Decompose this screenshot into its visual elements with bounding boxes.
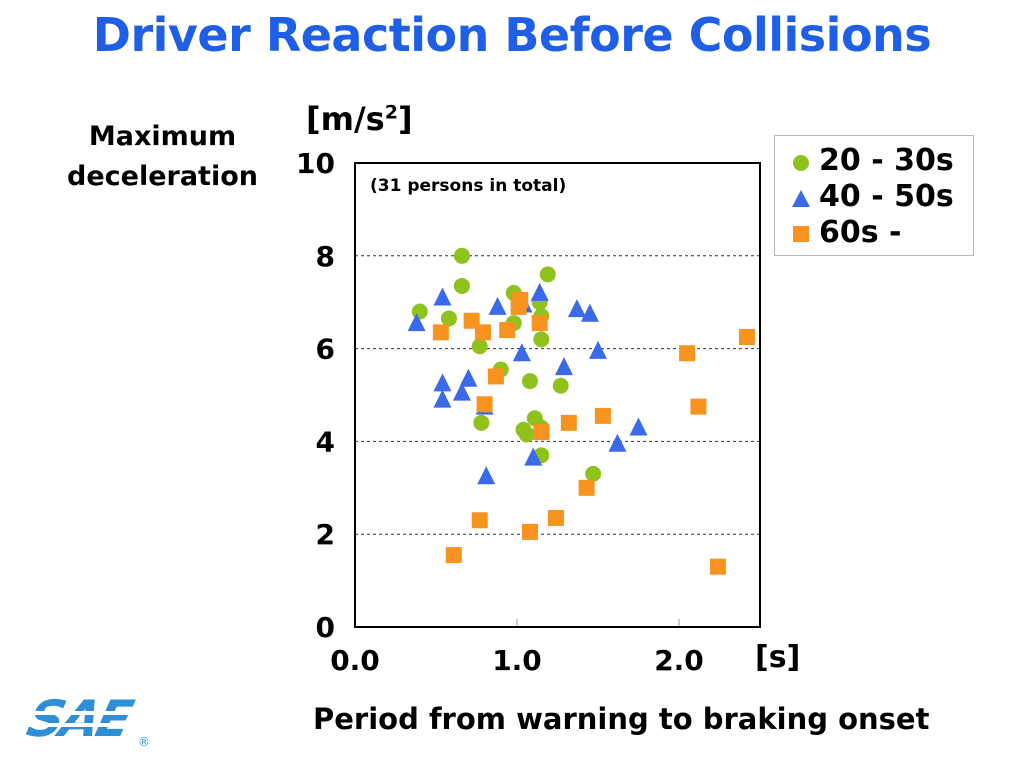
x-tick-label: 1.0 bbox=[492, 644, 542, 677]
data-point-circle bbox=[585, 465, 602, 482]
data-point-circle bbox=[471, 338, 488, 355]
data-point-circle bbox=[518, 426, 535, 443]
data-point-triangle bbox=[580, 303, 599, 322]
data-point-triangle bbox=[530, 282, 549, 301]
legend-circle-marker bbox=[793, 155, 809, 171]
x-axis-label: Period from warning to braking onset bbox=[313, 702, 930, 736]
data-point-square bbox=[476, 396, 493, 413]
data-point-triangle bbox=[433, 373, 452, 392]
data-point-triangle bbox=[554, 357, 573, 376]
y-axis-unit: [m/s2] bbox=[306, 100, 413, 138]
data-point-circle bbox=[440, 310, 457, 327]
data-point-triangle bbox=[512, 343, 531, 362]
data-point-triangle bbox=[433, 287, 452, 306]
data-point-circle bbox=[453, 247, 470, 264]
data-point-triangle bbox=[567, 299, 586, 318]
legend-label: 20 - 30s bbox=[819, 143, 954, 178]
data-point-triangle bbox=[477, 466, 496, 485]
data-point-square bbox=[487, 368, 504, 385]
data-point-circle bbox=[411, 303, 428, 320]
data-point-square bbox=[594, 407, 611, 424]
data-point-square bbox=[471, 512, 488, 529]
data-point-square bbox=[679, 345, 696, 362]
y-unit-superscript: 2 bbox=[384, 101, 398, 124]
data-point-triangle bbox=[488, 296, 507, 315]
x-tick-label: 0.0 bbox=[330, 644, 380, 677]
x-axis-unit: [s] bbox=[755, 640, 801, 675]
svg-text:®: ® bbox=[138, 735, 150, 749]
data-point-triangle bbox=[407, 313, 426, 332]
data-point-circle bbox=[521, 373, 538, 390]
data-point-square bbox=[739, 329, 756, 345]
data-point-square bbox=[560, 414, 577, 431]
data-point-square bbox=[690, 398, 707, 415]
slide-title: Driver Reaction Before Collisions bbox=[92, 8, 932, 62]
data-point-triangle bbox=[459, 368, 478, 387]
y-tick-label: 4 bbox=[316, 425, 335, 458]
data-point-square bbox=[578, 479, 595, 496]
y-tick-label: 0 bbox=[316, 611, 335, 644]
data-point-square bbox=[474, 324, 491, 341]
chart-note: (31 persons in total) bbox=[370, 176, 567, 196]
data-point-circle bbox=[473, 414, 490, 431]
plot-frame bbox=[354, 162, 761, 628]
legend-label: 60s - bbox=[819, 215, 902, 250]
data-point-triangle bbox=[629, 417, 648, 436]
data-point-square bbox=[445, 547, 462, 564]
y-tick-label: 10 bbox=[296, 147, 335, 180]
legend-triangle-marker bbox=[792, 190, 810, 207]
y-axis-label: Maximum deceleration bbox=[67, 121, 258, 192]
data-point-circle bbox=[539, 266, 556, 283]
data-point-triangle bbox=[433, 389, 452, 408]
data-point-square bbox=[531, 315, 548, 332]
data-point-square bbox=[521, 523, 538, 540]
data-point-square bbox=[432, 324, 449, 341]
y-unit-close: ] bbox=[397, 100, 413, 138]
data-point-triangle bbox=[452, 382, 471, 401]
data-point-circle bbox=[453, 277, 470, 294]
data-point-square bbox=[499, 322, 516, 339]
y-tick-label: 2 bbox=[316, 518, 335, 551]
legend-square-marker bbox=[793, 226, 809, 242]
data-point-circle bbox=[533, 331, 550, 348]
data-point-triangle bbox=[524, 447, 543, 466]
svg-text:SAE: SAE bbox=[22, 690, 139, 748]
sae-logo-graphic: SAE ® bbox=[18, 690, 150, 749]
chart-legend: 20 - 30s 40 - 50s 60s - bbox=[774, 135, 974, 256]
y-unit-text: [m/s bbox=[306, 100, 385, 138]
data-point-square bbox=[709, 558, 726, 575]
data-point-square bbox=[547, 509, 564, 526]
data-point-square bbox=[533, 424, 550, 441]
sae-logo: SAE ® bbox=[18, 690, 152, 754]
y-tick-label: 8 bbox=[316, 240, 335, 273]
data-point-triangle bbox=[608, 433, 627, 452]
y-tick-label: 6 bbox=[316, 333, 335, 366]
data-point-triangle bbox=[589, 340, 607, 359]
data-point-square bbox=[512, 291, 529, 308]
data-point-circle bbox=[552, 377, 569, 394]
x-tick-label: 2.0 bbox=[654, 644, 704, 677]
legend-label: 40 - 50s bbox=[819, 179, 954, 214]
